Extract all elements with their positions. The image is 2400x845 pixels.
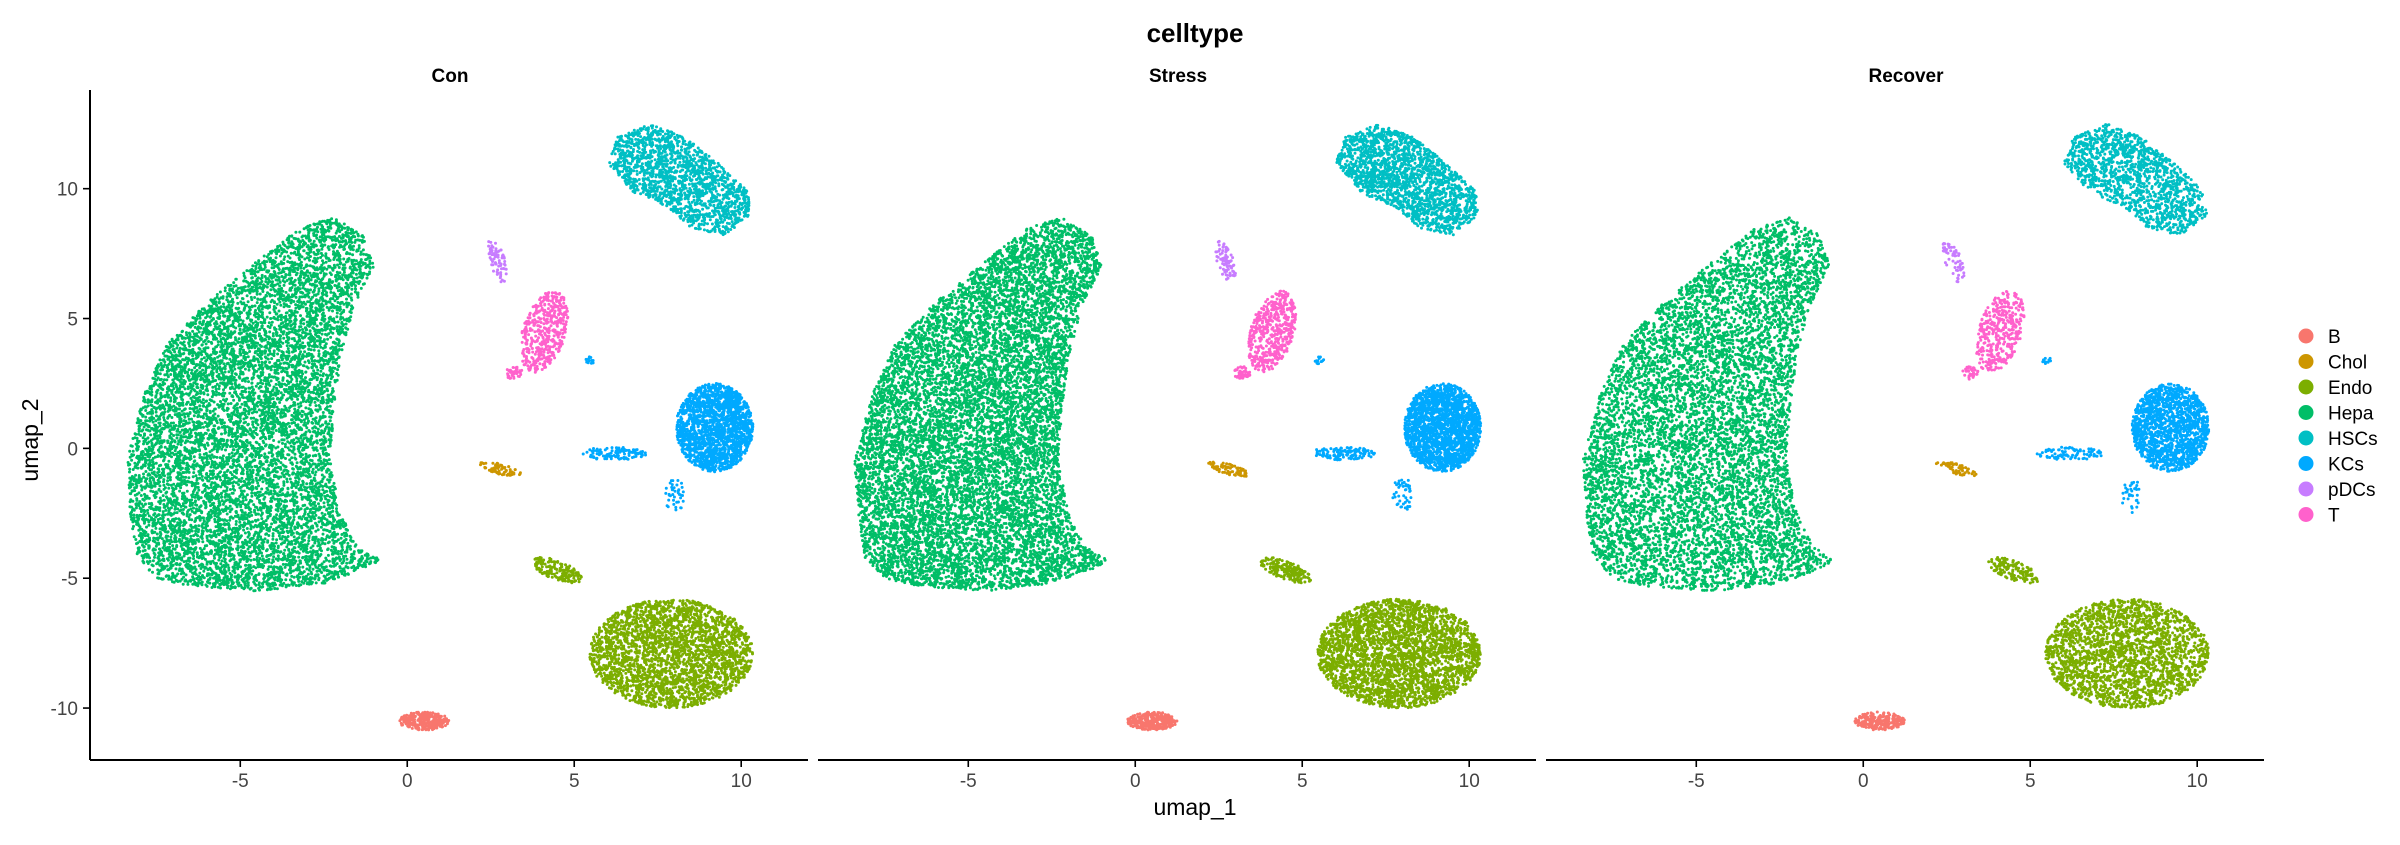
facet-title-con: Con <box>432 66 469 87</box>
points-con <box>126 124 755 732</box>
facet-title-recover: Recover <box>1869 66 1945 87</box>
x-axis-stress: -5 0 5 10 <box>818 759 1536 792</box>
x-axis-recover: -5 0 5 10 <box>1546 759 2264 792</box>
cluster-points-kcs <box>2041 356 2053 365</box>
cluster-points-pdcs <box>1214 239 1237 281</box>
legend-label-t: T <box>2328 506 2340 527</box>
y-axis: -10 -5 0 5 10 <box>51 90 91 760</box>
legend-label-hepa: Hepa <box>2328 404 2374 425</box>
x-tick-label: 0 <box>402 771 413 792</box>
points-stress <box>853 123 1483 732</box>
cluster-points-kcs <box>2121 480 2141 514</box>
cluster-points-hscs <box>1335 123 1479 237</box>
x-tick-label: 10 <box>1459 771 1480 792</box>
cluster-points-hepa <box>126 217 380 593</box>
x-tick-label: 10 <box>731 771 752 792</box>
legend-label-endo: Endo <box>2328 378 2372 399</box>
cluster-points-kcs <box>675 382 755 474</box>
cluster-points-kcs <box>2130 382 2211 473</box>
facet-panel-stress: Stress -5 0 5 10 <box>818 66 1536 792</box>
cluster-points-kcs <box>2035 445 2103 461</box>
legend-label-hscs: HSCs <box>2328 429 2378 450</box>
cluster-points-t <box>505 365 524 380</box>
cluster-points-kcs <box>1314 446 1376 462</box>
cluster-points-endo <box>1259 556 1313 585</box>
cluster-points-chol <box>1207 460 1248 478</box>
cluster-points-pdcs <box>487 240 508 284</box>
chart-title: celltype <box>1147 18 1244 48</box>
legend: B Chol Endo Hepa HSCs KCs pDCs T <box>2298 327 2378 527</box>
y-tick-label: -10 <box>51 699 78 720</box>
x-tick-label: -5 <box>960 771 977 792</box>
cluster-points-b <box>1853 710 1906 732</box>
cluster-points-t <box>1247 289 1298 374</box>
cluster-points-hepa <box>853 217 1107 592</box>
cluster-points-kcs <box>664 479 685 512</box>
x-tick-label: 5 <box>1297 771 1308 792</box>
cluster-points-hscs <box>2063 123 2209 235</box>
cluster-points-hepa <box>1582 216 1833 592</box>
x-tick-label: -5 <box>232 771 249 792</box>
facet-title-stress: Stress <box>1149 66 1207 87</box>
legend-swatch-chol <box>2298 354 2314 369</box>
cluster-points-endo <box>1316 597 1482 710</box>
x-tick-label: 0 <box>1130 771 1141 792</box>
facet-panel-con: Con -5 0 5 10 <box>90 66 808 792</box>
cluster-points-kcs <box>581 446 648 461</box>
cluster-points-kcs <box>1313 355 1326 366</box>
x-tick-label: 5 <box>569 771 580 792</box>
legend-label-pdcs: pDCs <box>2328 480 2376 501</box>
legend-swatch-kcs <box>2298 456 2314 471</box>
cluster-points-b <box>1126 710 1179 732</box>
cluster-points-endo <box>2044 598 2210 710</box>
legend-label-chol: Chol <box>2328 353 2367 374</box>
x-tick-label: -5 <box>1688 771 1705 792</box>
y-tick-label: -5 <box>61 569 78 590</box>
legend-swatch-hscs <box>2298 430 2314 446</box>
cluster-points-chol <box>479 461 522 477</box>
cluster-points-endo <box>588 598 755 710</box>
cluster-points-kcs <box>1403 382 1483 473</box>
y-tick-label: 5 <box>67 310 78 331</box>
x-axis-con: -5 0 5 10 <box>90 759 808 792</box>
x-tick-label: 0 <box>1858 771 1869 792</box>
cluster-points-t <box>520 291 570 374</box>
cluster-points-chol <box>1934 461 1978 478</box>
cluster-points-endo <box>1987 556 2039 585</box>
cluster-points-b <box>398 710 451 732</box>
legend-swatch-t <box>2298 507 2314 522</box>
legend-swatch-b <box>2298 328 2314 344</box>
legend-swatch-pdcs <box>2298 481 2314 497</box>
legend-label-kcs: KCs <box>2328 455 2364 476</box>
cluster-points-t <box>1233 365 1252 380</box>
x-tick-label: 10 <box>2187 771 2208 792</box>
cluster-points-t <box>1975 290 2026 372</box>
facet-panel-recover: Recover -5 0 5 10 <box>1546 66 2264 792</box>
legend-swatch-endo <box>2298 379 2314 395</box>
y-tick-label: 0 <box>67 439 78 460</box>
cluster-points-kcs <box>584 355 595 365</box>
y-tick-label: 10 <box>57 180 78 201</box>
legend-label-b: B <box>2328 327 2341 348</box>
cluster-points-hscs <box>608 124 751 237</box>
points-recover <box>1582 123 2211 732</box>
cluster-points-pdcs <box>1941 242 1966 284</box>
cluster-points-endo <box>533 556 583 585</box>
legend-swatch-hepa <box>2298 405 2314 420</box>
cluster-points-kcs <box>1391 478 1413 511</box>
cluster-points-t <box>1961 365 1980 381</box>
x-axis-title: umap_1 <box>1153 794 1236 820</box>
y-axis-title: umap_2 <box>17 398 43 481</box>
x-tick-label: 5 <box>2025 771 2036 792</box>
